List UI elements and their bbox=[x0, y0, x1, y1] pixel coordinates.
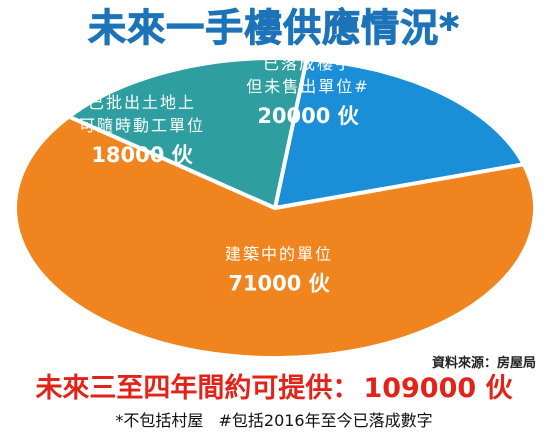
slice-value-label: 18000 伙 bbox=[91, 143, 193, 167]
slice-label: 已落成樓宇 bbox=[263, 54, 353, 73]
slice-under-construction bbox=[13, 114, 537, 360]
footnote-village-houses: *不包括村屋 bbox=[115, 411, 204, 430]
summary-value: 109000 伙 bbox=[363, 373, 513, 404]
slice-label: 可隨時動工單位 bbox=[79, 116, 205, 135]
slice-label: 但未售出單位# bbox=[246, 77, 369, 96]
slice-label: 已批出土地上 bbox=[88, 93, 196, 112]
summary-line: 未來三至四年間約可提供： 109000 伙 bbox=[0, 371, 548, 407]
slice-value-label: 71000 伙 bbox=[228, 272, 330, 296]
slice-completed-unsold bbox=[273, 57, 526, 210]
slice-value-label: 20000 伙 bbox=[257, 104, 359, 128]
data-source: 資料來源：房屋局 bbox=[431, 356, 536, 371]
footnotes: *不包括村屋 #包括2016年至今已落成數字 bbox=[0, 409, 548, 433]
summary-label: 未來三至四年間約可提供： bbox=[35, 373, 360, 404]
slice-land-approved bbox=[66, 56, 309, 210]
slice-label: 建築中的單位 bbox=[225, 245, 333, 264]
chart-title: 未來一手樓供應情況* bbox=[88, 6, 460, 51]
footnote-completed-units: #包括2016年至今已落成數字 bbox=[218, 411, 433, 430]
